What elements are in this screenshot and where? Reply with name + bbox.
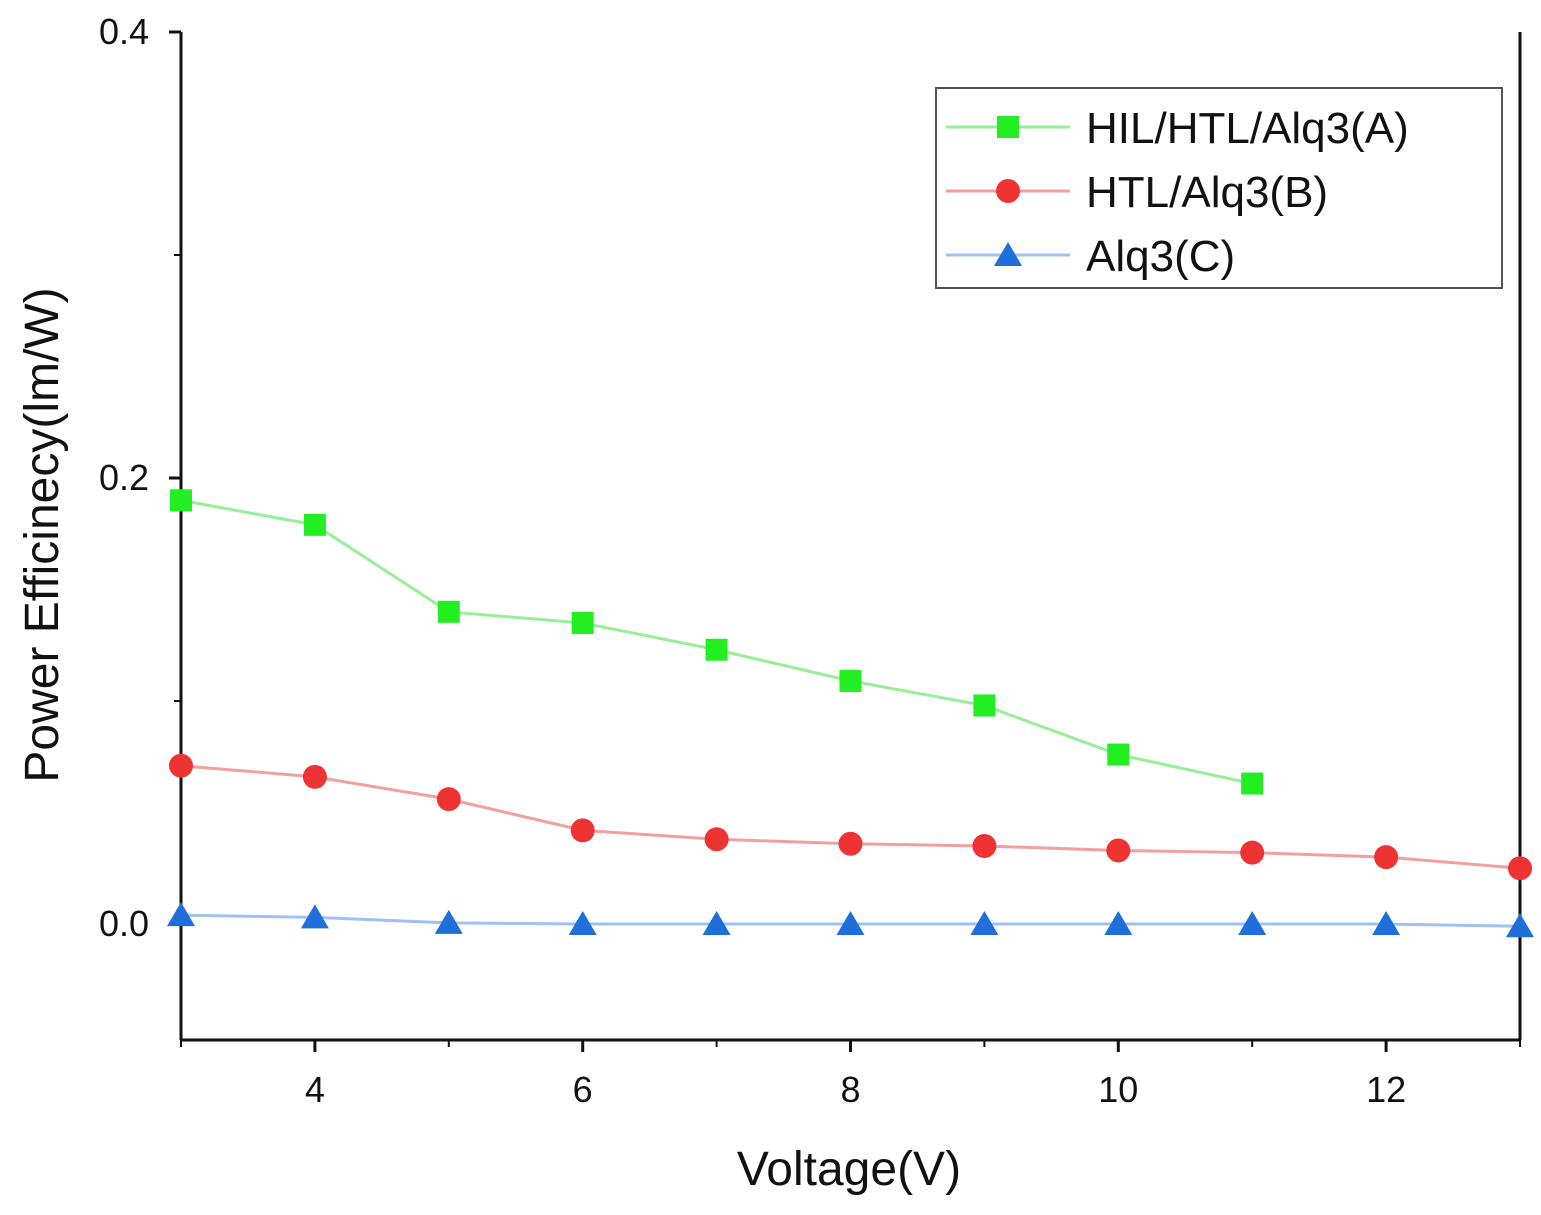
- legend-entry-2: HTL/Alq3(B): [946, 168, 1328, 217]
- y-tick-label: 0.2: [99, 457, 149, 498]
- data-point: [1372, 911, 1401, 936]
- series-3: [167, 902, 1534, 938]
- x-axis-title: Voltage(V): [737, 1143, 961, 1196]
- data-point: [702, 911, 731, 936]
- plot-series: [167, 489, 1534, 938]
- axes: 0.0 0.2 0.4 4 6 8 10 12: [99, 11, 1522, 1110]
- data-point: [437, 600, 460, 623]
- data-point: [434, 909, 463, 934]
- data-point: [302, 764, 327, 789]
- data-point: [705, 638, 728, 661]
- data-point: [570, 818, 595, 843]
- legend: HIL/HTL/Alq3(A) HTL/Alq3(B) Alq3(C): [935, 87, 1503, 289]
- legend-marker: [996, 179, 1020, 203]
- x-tick-label: 4: [305, 1069, 325, 1110]
- legend-marker: [994, 242, 1022, 266]
- data-point: [972, 833, 997, 858]
- legend-label: HIL/HTL/Alq3(A): [1086, 104, 1409, 153]
- data-point: [300, 904, 329, 929]
- data-point: [1238, 911, 1267, 936]
- x-tick-label: 8: [840, 1069, 860, 1110]
- legend-marker: [997, 116, 1019, 138]
- data-point: [973, 694, 996, 717]
- x-tick-label: 6: [573, 1069, 593, 1110]
- data-point: [970, 911, 999, 936]
- data-point: [1508, 856, 1532, 881]
- legend-entry-1: HIL/HTL/Alq3(A): [946, 104, 1409, 153]
- y-axis-title: Power Efficinecy(lm/W): [16, 287, 69, 782]
- series-1: [170, 489, 1264, 795]
- legend-entry-3: Alq3(C): [946, 232, 1235, 281]
- data-point: [303, 513, 326, 536]
- data-point: [839, 669, 862, 692]
- data-point: [436, 787, 461, 812]
- data-point: [568, 911, 597, 936]
- y-tick-label: 0.4: [99, 11, 149, 52]
- data-point: [170, 489, 192, 512]
- data-point: [1104, 911, 1133, 936]
- data-point: [1241, 772, 1264, 795]
- data-point: [571, 611, 594, 634]
- data-point: [1506, 913, 1534, 938]
- data-point: [704, 827, 729, 852]
- legend-label: Alq3(C): [1086, 232, 1235, 281]
- y-tick-label: 0.0: [99, 903, 149, 944]
- series-2: [169, 753, 1532, 881]
- data-point: [1240, 840, 1265, 865]
- legend-label: HTL/Alq3(B): [1086, 168, 1328, 217]
- data-point: [1107, 743, 1130, 766]
- data-point: [1374, 845, 1399, 870]
- x-tick-label: 12: [1366, 1069, 1406, 1110]
- x-tick-label: 10: [1098, 1069, 1138, 1110]
- data-point: [167, 902, 195, 927]
- data-point: [169, 753, 193, 778]
- data-point: [836, 911, 865, 936]
- data-point: [838, 831, 863, 856]
- data-point: [1106, 838, 1131, 863]
